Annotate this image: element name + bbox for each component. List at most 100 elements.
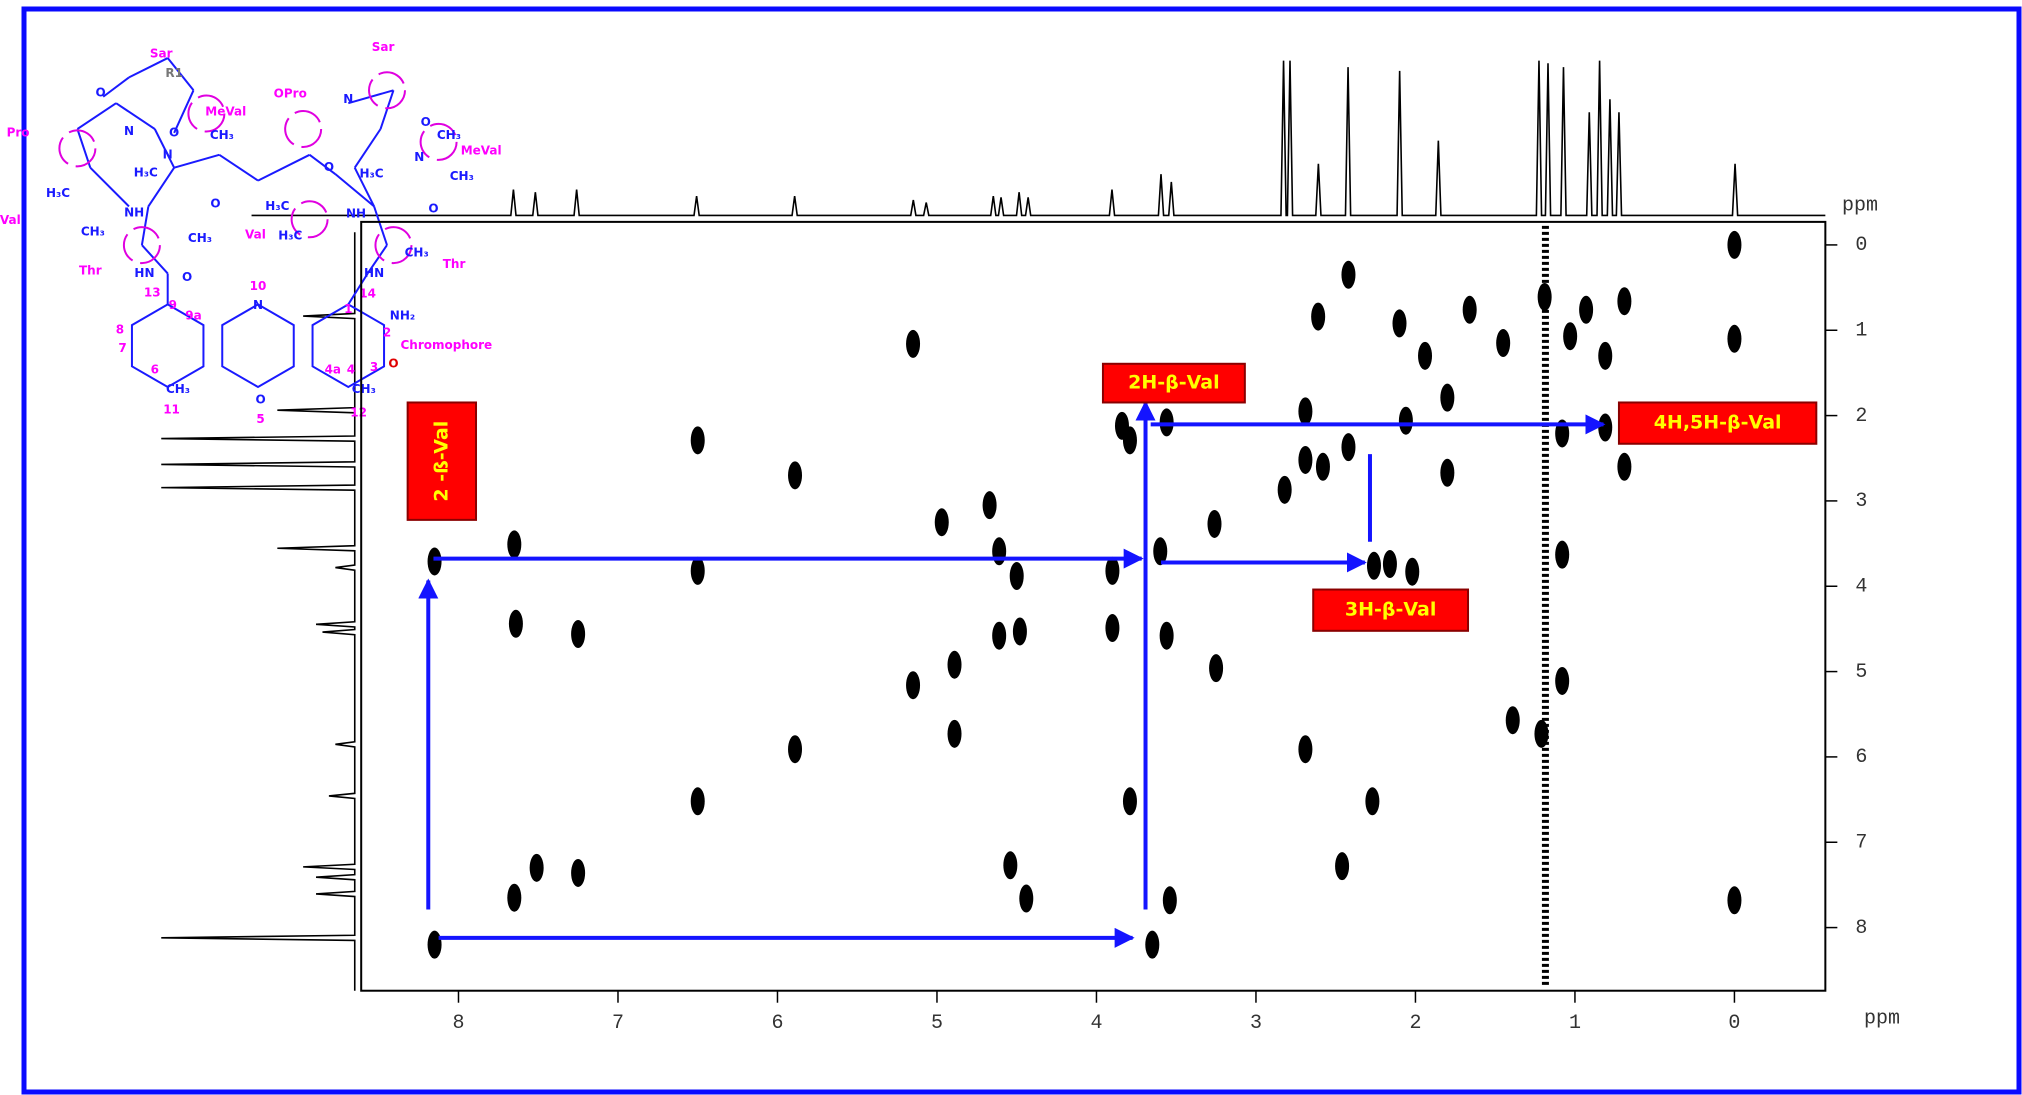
cross-peak [571, 620, 586, 649]
hmbc-arrow [368, 71, 406, 110]
cross-peak [1462, 295, 1477, 324]
structure-label: CH₃ [81, 225, 105, 239]
cross-peak [1153, 537, 1168, 566]
cross-peak [427, 930, 442, 959]
structure-label: H₃C [265, 199, 289, 213]
cross-peak [690, 787, 705, 816]
cross-peak [1298, 735, 1313, 764]
structure-label: 11 [163, 403, 180, 417]
structure-label: Pro [7, 125, 30, 139]
bond [115, 102, 156, 130]
structure-label: 4 [347, 363, 355, 377]
structure-label: N [414, 150, 424, 164]
top-projection [251, 60, 1826, 217]
cross-peak [906, 329, 921, 358]
bond [353, 167, 375, 207]
x-tick-label: 3 [1250, 1012, 1262, 1035]
cross-peak [1727, 886, 1742, 915]
y-tick-label: 4 [1855, 576, 1867, 599]
cross-peak [1555, 666, 1570, 695]
x-tick-label: 0 [1728, 1012, 1740, 1035]
structure-label: O [421, 115, 431, 129]
structure-label: CH₃ [188, 231, 212, 245]
ring [221, 303, 295, 389]
structure-label: NH [124, 205, 144, 219]
structure-label: 5 [256, 412, 264, 426]
annotation-box [1101, 362, 1246, 404]
x-tick-label: 7 [612, 1012, 624, 1035]
cross-peak [1159, 621, 1174, 650]
bond [102, 76, 130, 98]
annotation-box [406, 401, 478, 521]
ring [130, 303, 205, 389]
cross-peak [1335, 852, 1350, 881]
structure-label: Sar [372, 40, 395, 54]
structure-label: Val [0, 213, 21, 227]
structure-label: O [182, 270, 192, 284]
cross-peak [1418, 341, 1433, 370]
bond [347, 272, 369, 305]
y-tick-label: 0 [1855, 234, 1867, 257]
structure-label: H₃C [134, 165, 158, 179]
cross-peak [1145, 930, 1160, 959]
hmbc-arrow [419, 122, 458, 161]
cross-peak [992, 621, 1007, 650]
cross-peak [947, 719, 962, 748]
structure-label: 3 [370, 360, 378, 374]
cross-peak [1311, 302, 1326, 331]
cross-peak [1534, 719, 1549, 748]
structure-label: H₃C [46, 186, 70, 200]
structure-label: O [210, 196, 220, 210]
y-tick-label: 7 [1855, 832, 1867, 855]
bond [373, 206, 388, 246]
structure-label: CH₃ [405, 245, 429, 259]
cross-peak [982, 491, 997, 520]
structure-label: O [324, 160, 334, 174]
bond [140, 206, 150, 246]
cross-peak [1440, 383, 1455, 412]
cross-peak [947, 650, 962, 679]
cross-peak [571, 858, 586, 887]
x-tick-label: 2 [1409, 1012, 1421, 1035]
structure-label: Val [245, 227, 266, 241]
bond [76, 128, 92, 169]
y-tick-label: 5 [1855, 661, 1867, 684]
structure-label: Sar [150, 47, 173, 61]
structure-label: Thr [443, 257, 466, 271]
x-axis-label: ppm [1864, 1007, 1900, 1030]
structure-label: 9 [169, 298, 177, 312]
cross-peak [1555, 419, 1570, 448]
y-axis-label: ppm [1842, 194, 1878, 217]
structure-label: 8 [116, 323, 124, 337]
bond [76, 102, 117, 130]
cross-peak [1298, 397, 1313, 426]
cross-peak [1277, 475, 1292, 504]
cross-peak [906, 671, 921, 700]
cross-peak [1617, 287, 1632, 316]
structure-label: 2 [383, 325, 391, 339]
bond [309, 154, 336, 175]
structure-label: CH₃ [450, 169, 474, 183]
bond [147, 167, 175, 207]
cross-peak [690, 556, 705, 585]
structure-label: OPro [274, 87, 307, 101]
structure-label: 6 [151, 363, 159, 377]
cross-peak [529, 853, 544, 882]
annotation: 4H,5H-β-Val [1654, 412, 1782, 434]
annotation: 2H-β-Val [1128, 372, 1220, 394]
left-projection [161, 232, 356, 991]
cross-peak [1159, 408, 1174, 437]
hmbc-arrow [187, 94, 226, 133]
cross-peak [1366, 551, 1381, 580]
cross-peak [1105, 614, 1120, 643]
hmbc-arrow [284, 110, 323, 148]
x-tick-label: 1 [1569, 1012, 1581, 1035]
bond [353, 128, 382, 169]
bond [218, 153, 259, 182]
cross-peak [1298, 445, 1313, 474]
structure-label: 14 [359, 287, 376, 301]
cross-peak [1341, 433, 1356, 462]
cross-peak [1496, 329, 1511, 358]
cross-peak [934, 508, 949, 537]
structure-label: O [255, 392, 265, 406]
